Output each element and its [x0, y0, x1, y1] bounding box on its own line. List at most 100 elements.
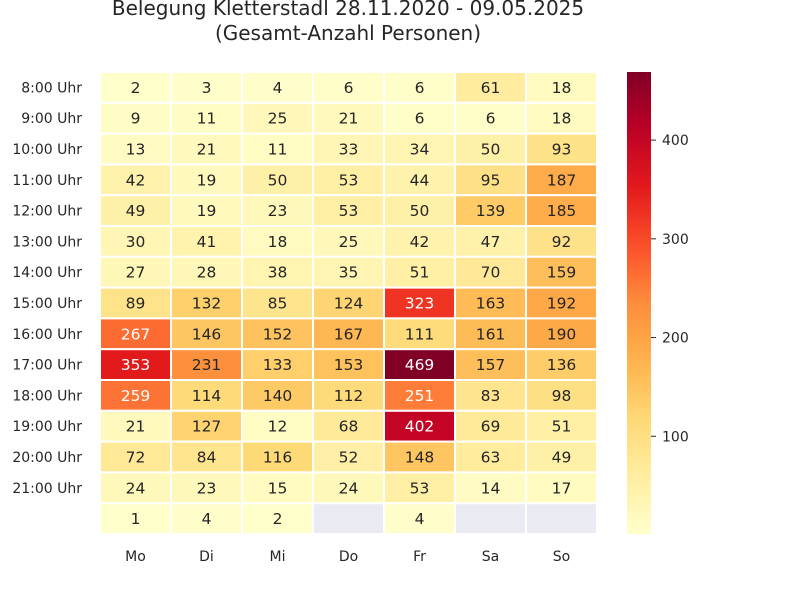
y-tick-label: 20:00 Uhr: [12, 450, 82, 466]
cell-value-label: 192: [547, 295, 577, 313]
chart-subtitle: (Gesamt-Anzahl Personen): [215, 21, 481, 45]
cell-value-label: 157: [476, 356, 506, 374]
cell-value-label: 6: [415, 110, 425, 128]
cell-value-label: 51: [410, 264, 430, 282]
cell-value-label: 127: [192, 418, 222, 436]
cell-value-label: 50: [481, 141, 501, 159]
cell-value-label: 34: [410, 141, 430, 159]
cell-value-label: 53: [410, 479, 430, 497]
cell-value-label: 6: [486, 110, 496, 128]
heatmap-cell: [525, 348, 598, 382]
cell-value-label: 190: [547, 325, 577, 343]
cell-value-label: 25: [339, 233, 359, 251]
cell-value-label: 53: [339, 202, 359, 220]
heatmap-cell: [170, 379, 243, 412]
heatmap-cell: [454, 286, 527, 320]
heatmap-cell: [170, 286, 243, 320]
heatmap-cell: [99, 194, 172, 227]
y-tick-label: 21:00 Uhr: [12, 481, 82, 497]
cell-value-label: 49: [552, 449, 572, 467]
cell-value-label: 47: [481, 233, 501, 251]
cell-value-label: 19: [197, 171, 217, 189]
cell-value-label: 41: [197, 233, 217, 251]
heatmap-cell: [383, 286, 456, 320]
cell-value-label: 68: [339, 418, 359, 436]
cell-value-label: 111: [405, 325, 435, 343]
heatmap-cell: [99, 409, 172, 443]
cell-value-label: 187: [547, 171, 577, 189]
cell-value-label: 139: [476, 202, 506, 220]
heatmap-cell: [525, 379, 598, 412]
cell-value-label: 24: [339, 479, 359, 497]
y-tick-label: 10:00 Uhr: [12, 142, 82, 158]
heatmap-cell: [312, 255, 385, 289]
cell-value-label: 72: [126, 449, 146, 467]
colorbar-gradient: [627, 72, 651, 534]
cell-value-label: 30: [126, 233, 146, 251]
y-tick-label: 11:00 Uhr: [12, 173, 82, 189]
heatmap-cell: [170, 132, 243, 166]
cell-value-label: 112: [334, 387, 364, 405]
cell-value-label: 28: [197, 264, 217, 282]
heatmap-cell: [383, 317, 456, 351]
heatmap-cell: [170, 163, 243, 197]
cell-value-label: 69: [481, 418, 501, 436]
cell-value-label: 24: [126, 479, 146, 497]
cell-value-label: 42: [126, 171, 146, 189]
heatmap-cell: [241, 132, 314, 166]
y-tick-label: 9:00 Uhr: [21, 111, 82, 127]
heatmap-cell: [525, 286, 598, 320]
y-tick-label: 14:00 Uhr: [12, 265, 82, 281]
x-tick-label: Do: [339, 549, 358, 565]
heatmap-cell: [241, 255, 314, 289]
cell-value-label: 18: [268, 233, 288, 251]
heatmap-cell: [99, 101, 172, 135]
cell-value-label: 14: [481, 479, 501, 497]
heatmap-cell: [383, 132, 456, 166]
cell-value-label: 70: [481, 264, 501, 282]
cell-value-label: 12: [268, 418, 288, 436]
cell-value-label: 23: [268, 202, 288, 220]
cell-value-label: 95: [481, 171, 501, 189]
cell-value-label: 53: [339, 171, 359, 189]
cell-value-label: 6: [415, 79, 425, 97]
x-tick-label: So: [553, 549, 570, 565]
cell-value-label: 1: [131, 510, 141, 528]
y-tick-label: 17:00 Uhr: [12, 358, 82, 374]
cell-value-label: 42: [410, 233, 430, 251]
cell-value-label: 49: [126, 202, 146, 220]
cell-value-label: 9: [131, 110, 141, 128]
heatmap-cell: [454, 348, 527, 382]
heatmap-cell: [312, 409, 385, 443]
cell-value-label: 17: [552, 479, 572, 497]
heatmap-cell: [170, 409, 243, 443]
cell-value-label: 159: [547, 264, 577, 282]
y-tick-label: 8:00 Uhr: [21, 80, 82, 96]
cell-value-label: 33: [339, 141, 359, 159]
heatmap-cell: [525, 409, 598, 443]
x-tick-label: Mo: [125, 549, 146, 565]
cell-value-label: 4: [202, 510, 212, 528]
cell-value-label: 21: [339, 110, 359, 128]
cell-value-label: 4: [415, 510, 425, 528]
cell-value-label: 163: [476, 295, 506, 313]
colorbar-tick-label: 300: [662, 232, 689, 248]
cell-value-label: 19: [197, 202, 217, 220]
heatmap-cell: [99, 225, 172, 258]
cell-value-label: 323: [405, 295, 435, 313]
cell-value-label: 353: [121, 356, 151, 374]
cell-value-label: 116: [263, 449, 293, 467]
cell-value-label: 231: [192, 356, 222, 374]
chart-title: Belegung Kletterstadl 28.11.2020 - 09.05…: [112, 0, 584, 20]
x-tick-label: Mi: [270, 549, 286, 565]
cell-value-label: 93: [552, 141, 572, 159]
cell-value-label: 132: [192, 295, 222, 313]
heatmap-cell: [312, 379, 385, 412]
cell-value-label: 98: [552, 387, 572, 405]
cell-value-label: 251: [405, 387, 435, 405]
cell-value-label: 25: [268, 110, 288, 128]
x-tick-label: Sa: [482, 549, 499, 565]
cell-value-label: 92: [552, 233, 572, 251]
cell-value-label: 21: [197, 141, 217, 159]
